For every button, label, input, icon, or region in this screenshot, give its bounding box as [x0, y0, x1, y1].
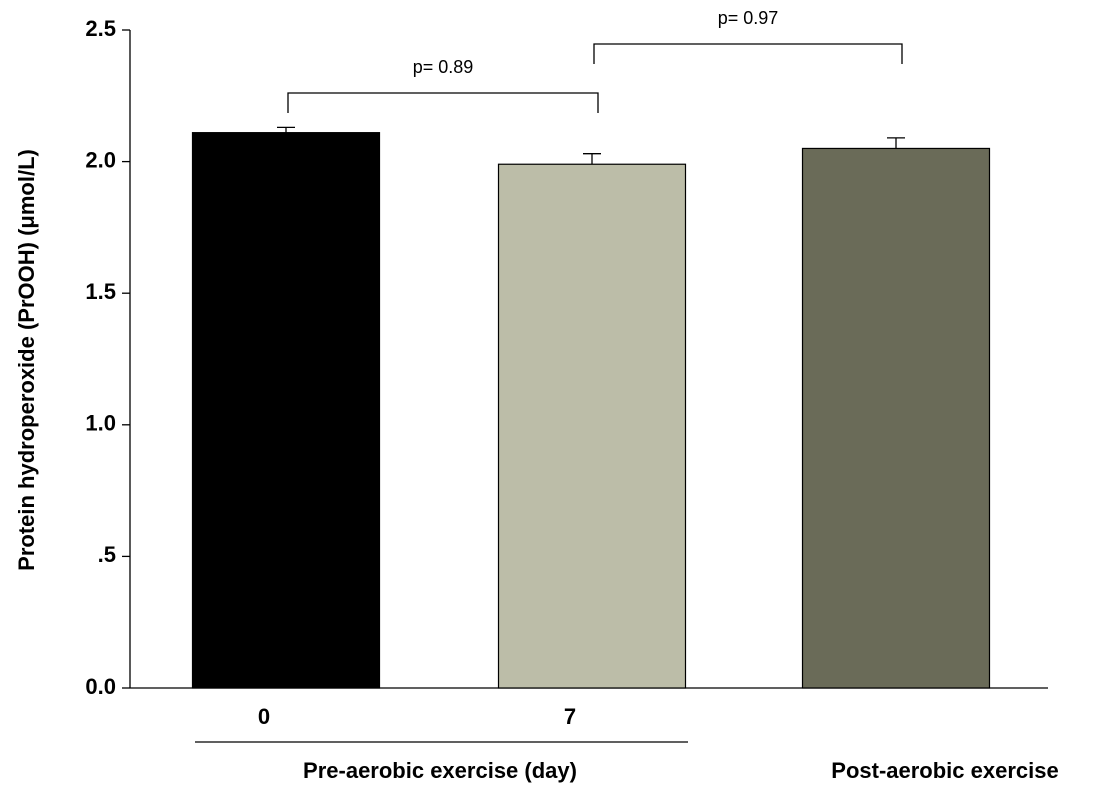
y-tick-label: 0.0 — [85, 674, 116, 699]
x-tick-label: 7 — [564, 704, 576, 729]
y-tick-label: .5 — [98, 542, 116, 567]
x-tick-label: 0 — [258, 704, 270, 729]
chart: Protein hydroperoxide (PrOOH) (μmol/L) P… — [0, 0, 1113, 789]
y-axis-label: Protein hydroperoxide (PrOOH) (μmol/L) — [14, 149, 39, 571]
y-tick-label: 2.5 — [85, 16, 116, 41]
group-label: Pre-aerobic exercise (day) — [303, 758, 577, 783]
bar — [193, 133, 380, 688]
y-tick-label: 1.5 — [85, 279, 116, 304]
bar — [803, 148, 990, 688]
significance-bracket — [288, 93, 598, 113]
bar — [499, 164, 686, 688]
p-value: p= 0.89 — [413, 57, 474, 77]
p-value: p= 0.97 — [718, 8, 779, 28]
y-tick-label: 1.0 — [85, 411, 116, 436]
significance-bracket — [594, 44, 902, 64]
group-label: Post-aerobic exercise — [831, 758, 1058, 783]
y-tick-label: 2.0 — [85, 147, 116, 172]
